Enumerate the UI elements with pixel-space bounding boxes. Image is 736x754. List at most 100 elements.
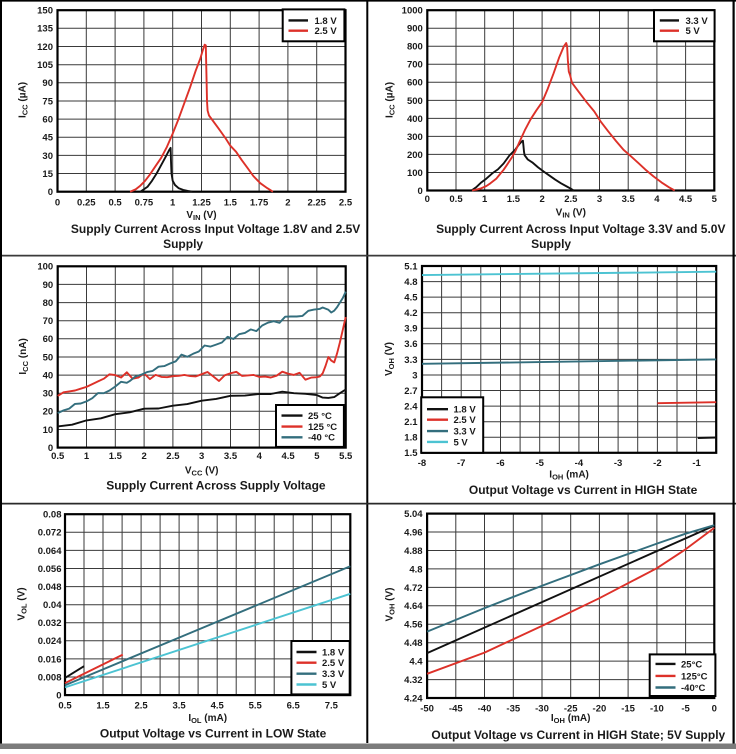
- svg-text:ICC (nA): ICC (nA): [18, 338, 30, 374]
- svg-text:Output Voltage vs Current in H: Output Voltage vs Current in HIGH State;…: [431, 728, 725, 742]
- svg-text:105: 105: [37, 60, 54, 71]
- svg-text:3: 3: [199, 451, 204, 462]
- svg-text:800: 800: [407, 42, 423, 53]
- svg-text:0.5: 0.5: [108, 198, 122, 209]
- svg-text:Supply Current Across Supply V: Supply Current Across Supply Voltage: [106, 479, 326, 493]
- svg-text:1.8: 1.8: [404, 433, 417, 444]
- svg-text:-30: -30: [535, 704, 549, 715]
- svg-text:125°C: 125°C: [681, 671, 708, 682]
- svg-text:IOH (mA): IOH (mA): [551, 713, 591, 725]
- svg-text:Supply Current Across Input Vo: Supply Current Across Input Voltage 3.3V…: [436, 222, 725, 236]
- svg-text:700: 700: [407, 60, 423, 71]
- svg-text:1.5: 1.5: [404, 448, 418, 459]
- svg-text:3.3 V: 3.3 V: [322, 669, 345, 680]
- svg-text:1: 1: [84, 451, 90, 462]
- svg-text:-50: -50: [420, 704, 434, 715]
- svg-text:50: 50: [43, 352, 54, 363]
- svg-text:-7: -7: [457, 458, 465, 469]
- svg-text:2.7: 2.7: [404, 386, 417, 397]
- svg-text:IOL (mA): IOL (mA): [188, 713, 227, 725]
- svg-text:135: 135: [37, 24, 54, 35]
- svg-text:2: 2: [141, 451, 146, 462]
- svg-text:1.5: 1.5: [96, 701, 110, 712]
- svg-text:5 V: 5 V: [322, 680, 337, 691]
- svg-text:Supply Current Across Input Vo: Supply Current Across Input Voltage 1.8V…: [71, 222, 360, 236]
- svg-text:600: 600: [407, 78, 423, 89]
- svg-text:1.8 V: 1.8 V: [315, 16, 338, 27]
- svg-text:-40°C: -40°C: [681, 683, 706, 694]
- svg-text:2: 2: [539, 194, 544, 205]
- svg-text:1.5: 1.5: [507, 194, 521, 205]
- svg-text:0: 0: [55, 198, 60, 209]
- svg-text:0.25: 0.25: [77, 198, 96, 209]
- svg-text:-8: -8: [418, 458, 426, 469]
- svg-text:4.64: 4.64: [404, 601, 423, 612]
- svg-text:3: 3: [412, 370, 417, 381]
- svg-text:4.88: 4.88: [404, 546, 423, 557]
- svg-text:2.5 V: 2.5 V: [454, 415, 477, 426]
- svg-text:4.8: 4.8: [409, 564, 422, 575]
- svg-text:5.1: 5.1: [404, 261, 418, 272]
- svg-text:1.5: 1.5: [109, 451, 123, 462]
- svg-text:5 V: 5 V: [454, 437, 469, 448]
- svg-text:-40 °C: -40 °C: [308, 433, 335, 444]
- svg-text:4.24: 4.24: [404, 693, 423, 704]
- svg-text:4.72: 4.72: [404, 583, 423, 594]
- svg-text:3.3: 3.3: [404, 355, 417, 366]
- svg-text:3.3 V: 3.3 V: [686, 16, 709, 27]
- svg-text:0.032: 0.032: [38, 618, 62, 629]
- svg-text:2.5: 2.5: [166, 451, 180, 462]
- svg-text:Supply: Supply: [163, 237, 203, 251]
- svg-text:4.5: 4.5: [281, 451, 295, 462]
- svg-text:1000: 1000: [402, 6, 423, 17]
- svg-text:0.08: 0.08: [43, 510, 62, 521]
- svg-text:0.5: 0.5: [58, 701, 72, 712]
- svg-text:VIN (V): VIN (V): [186, 210, 216, 222]
- svg-text:4.48: 4.48: [404, 638, 423, 649]
- svg-text:Output Voltage vs Current in L: Output Voltage vs Current in LOW State: [100, 727, 327, 741]
- svg-text:-6: -6: [496, 458, 504, 469]
- svg-text:10: 10: [43, 425, 54, 436]
- svg-text:7.5: 7.5: [325, 701, 339, 712]
- svg-text:5.5: 5.5: [339, 451, 353, 462]
- svg-text:60: 60: [43, 334, 54, 345]
- svg-text:3.5: 3.5: [622, 194, 636, 205]
- svg-text:25 °C: 25 °C: [308, 411, 332, 422]
- svg-text:5.5: 5.5: [249, 701, 263, 712]
- svg-text:5 V: 5 V: [686, 26, 701, 37]
- svg-text:VOL (V): VOL (V): [17, 587, 29, 620]
- svg-text:0.024: 0.024: [38, 636, 62, 647]
- svg-text:1.25: 1.25: [192, 198, 211, 209]
- svg-text:0: 0: [48, 443, 53, 454]
- svg-text:500: 500: [407, 96, 423, 107]
- svg-text:VIN (V): VIN (V): [556, 208, 586, 220]
- svg-text:0: 0: [712, 704, 717, 715]
- svg-text:40: 40: [43, 371, 54, 382]
- svg-text:2: 2: [285, 198, 290, 209]
- svg-text:4.5: 4.5: [404, 293, 418, 304]
- svg-text:6.5: 6.5: [287, 701, 301, 712]
- svg-text:0.5: 0.5: [51, 451, 65, 462]
- svg-text:900: 900: [407, 24, 423, 35]
- svg-text:VOH (V): VOH (V): [384, 342, 396, 376]
- svg-text:90: 90: [42, 78, 53, 89]
- svg-text:IOH (mA): IOH (mA): [549, 470, 589, 482]
- svg-text:4.32: 4.32: [404, 675, 423, 686]
- svg-text:4.2: 4.2: [404, 308, 417, 319]
- svg-text:25°C: 25°C: [681, 659, 702, 670]
- svg-text:2.4: 2.4: [404, 402, 418, 413]
- svg-text:80: 80: [43, 298, 54, 309]
- svg-text:0.5: 0.5: [449, 194, 463, 205]
- svg-text:100: 100: [407, 168, 423, 179]
- svg-text:1: 1: [170, 198, 176, 209]
- svg-text:-25: -25: [564, 704, 578, 715]
- svg-text:125 °C: 125 °C: [308, 422, 337, 433]
- svg-text:-10: -10: [650, 704, 664, 715]
- svg-text:5: 5: [314, 451, 320, 462]
- svg-text:200: 200: [407, 150, 423, 161]
- svg-text:VOH (V): VOH (V): [385, 587, 397, 621]
- svg-text:0.048: 0.048: [38, 582, 62, 593]
- svg-text:-35: -35: [506, 704, 520, 715]
- svg-text:4.5: 4.5: [211, 701, 225, 712]
- svg-text:3.5: 3.5: [172, 701, 186, 712]
